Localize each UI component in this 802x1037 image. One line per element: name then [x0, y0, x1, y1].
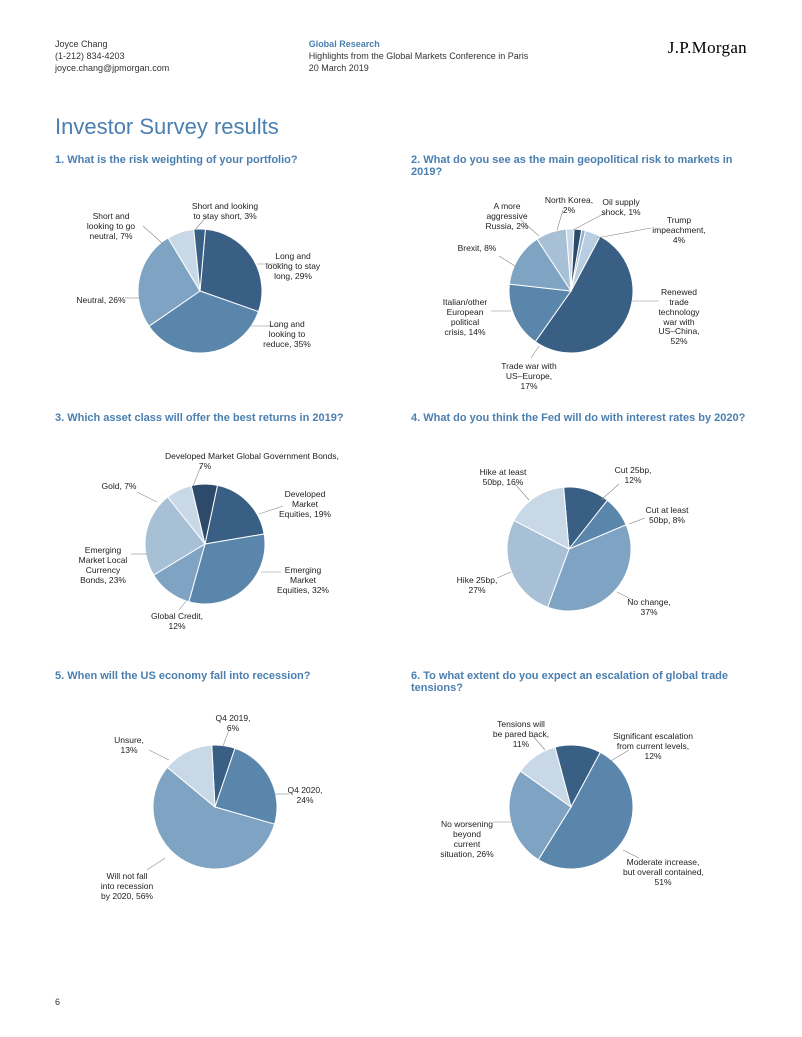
slice-label: Short and looking to stay short, 3% [185, 202, 265, 222]
slice-label: Moderate increase, but overall contained… [623, 858, 703, 887]
slice-label: Hike at least 50bp, 16% [463, 468, 543, 488]
slice-label: Q4 2019, 6% [193, 714, 273, 734]
research-subtitle: Highlights from the Global Markets Confe… [309, 50, 529, 62]
chart-title: 2. What do you see as the main geopoliti… [411, 154, 747, 180]
slice-label: Long and looking to reduce, 35% [247, 320, 327, 349]
slice-label: Trump impeachment, 4% [639, 216, 719, 245]
slice-label: Neutral, 26% [61, 296, 141, 306]
author-phone: (1-212) 834-4203 [55, 50, 169, 62]
slice-label: Renewed trade technology war with US–Chi… [639, 288, 719, 347]
slice-label: Will not fall into recession by 2020, 56… [87, 872, 167, 901]
slice-label: Cut at least 50bp, 8% [627, 506, 707, 526]
chart-title: 6. To what extent do you expect an escal… [411, 670, 747, 696]
slice-label: Short and looking to go neutral, 7% [71, 212, 151, 241]
chart-block-3: 3. Which asset class will offer the best… [55, 412, 391, 644]
page-header: Joyce Chang (1-212) 834-4203 joyce.chang… [55, 38, 747, 74]
chart-title: 3. Which asset class will offer the best… [55, 412, 391, 438]
slice-label: Hike 25bp, 27% [437, 576, 517, 596]
page-title: Investor Survey results [55, 114, 747, 140]
page-number: 6 [55, 997, 60, 1007]
charts-grid: 1. What is the risk weighting of your po… [55, 154, 747, 902]
slice-label: Q4 2020, 24% [265, 786, 345, 806]
brand-logo: J.P.Morgan [668, 38, 747, 58]
slice-label: Significant escalation from current leve… [613, 732, 693, 761]
chart-block-6: 6. To what extent do you expect an escal… [411, 670, 747, 902]
pie-chart: Significant escalation from current leve… [411, 702, 731, 902]
pie-chart: Q4 2019, 6% Q4 2020, 24% Will not fall int… [55, 702, 375, 902]
research-block: Global Research Highlights from the Glob… [309, 38, 529, 74]
pie-chart: Developed Market Equities, 19% Emerging M… [55, 444, 375, 644]
pie-chart: Cut 25bp, 12% Cut at least 50bp, 8% No cha… [411, 444, 731, 644]
chart-block-2: 2. What do you see as the main geopoliti… [411, 154, 747, 386]
pie-chart: Renewed trade technology war with US–Chi… [411, 186, 731, 386]
chart-block-4: 4. What do you think the Fed will do wit… [411, 412, 747, 644]
slice-label: Emerging Market Local Currency Bonds, 23… [63, 546, 143, 585]
slice-label: No change, 37% [609, 598, 689, 618]
slice-label: Cut 25bp, 12% [593, 466, 673, 486]
author-name: Joyce Chang [55, 38, 169, 50]
research-date: 20 March 2019 [309, 62, 529, 74]
slice-label: Long and looking to stay long, 29% [253, 252, 333, 281]
slice-label: Trade war with US–Europe, 17% [489, 362, 569, 391]
slice-label: Developed Market Global Government Bonds… [165, 452, 245, 472]
slice-label: Brexit, 8% [437, 244, 517, 254]
slice-label: Gold, 7% [79, 482, 159, 492]
slice-label: Oil supply shock, 1% [581, 198, 661, 218]
author-email: joyce.chang@jpmorgan.com [55, 62, 169, 74]
slice-label: Developed Market Equities, 19% [265, 490, 345, 519]
research-line: Global Research [309, 38, 529, 50]
slice-label: Italian/other European political crisis,… [425, 298, 505, 337]
pie-chart: Long and looking to stay long, 29% Long a… [55, 186, 375, 386]
chart-block-5: 5. When will the US economy fall into re… [55, 670, 391, 902]
chart-title: 5. When will the US economy fall into re… [55, 670, 391, 696]
chart-block-1: 1. What is the risk weighting of your po… [55, 154, 391, 386]
slice-label: No worsening beyond current situation, 2… [427, 820, 507, 859]
chart-title: 4. What do you think the Fed will do wit… [411, 412, 747, 438]
slice-label: Tensions will be pared back, 11% [481, 720, 561, 749]
slice-label: Emerging Market Equities, 32% [263, 566, 343, 595]
author-block: Joyce Chang (1-212) 834-4203 joyce.chang… [55, 38, 169, 74]
chart-title: 1. What is the risk weighting of your po… [55, 154, 391, 180]
slice-label: Global Credit, 12% [137, 612, 217, 632]
slice-label: Unsure, 13% [89, 736, 169, 756]
